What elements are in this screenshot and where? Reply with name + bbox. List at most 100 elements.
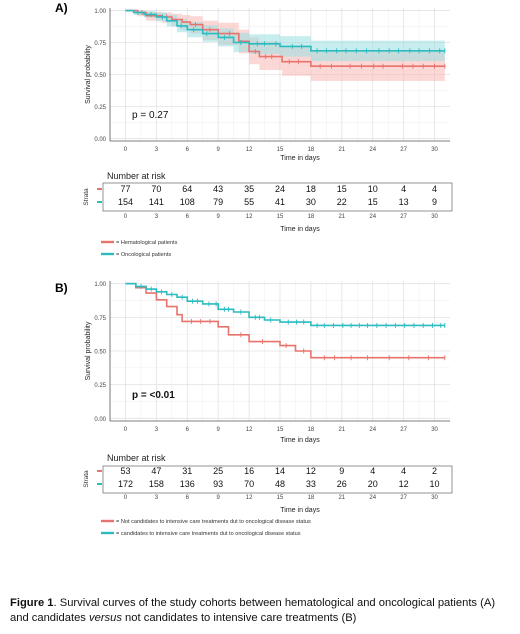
panel-a-xtick-label: 30: [431, 147, 438, 153]
panel-a-risk-xtick-label: 15: [277, 214, 284, 220]
panel-b-risk-xtick-label: 24: [369, 495, 376, 501]
panel-b-risk-xtick-label: 27: [400, 495, 407, 501]
panel-b-risk-xtick-label: 30: [431, 495, 438, 501]
panel-a-risk-xtick-label: 21: [338, 214, 345, 220]
panel-b-risk-xtick-label: 21: [338, 495, 345, 501]
panel-a-risk-value: 22: [337, 197, 347, 207]
panel-b-p-value: p = <0.01: [132, 390, 175, 401]
panel-b-xtick-label: 0: [124, 427, 128, 433]
panel-b-risk-xtick-label: 9: [217, 495, 221, 501]
panel-a-risk-xtick-label: 3: [155, 214, 159, 220]
panel-a-risk-value: 79: [213, 197, 223, 207]
panel-b-xtick-label: 27: [400, 427, 407, 433]
panel-a-ytick-label: 0.25: [94, 105, 106, 111]
panel-a-risk-value: 24: [275, 184, 285, 194]
panel-b-risk-value: 33: [306, 479, 316, 489]
panel-a-risk-xtick-label: 9: [217, 214, 221, 220]
panel-a-risk-table-title: Number at risk: [107, 171, 166, 181]
panel-b-xtick-label: 12: [246, 427, 253, 433]
panel-a-risk-value: 30: [306, 197, 316, 207]
panel-a-risk-value: 108: [180, 197, 195, 207]
panel-a-risk-value: 43: [213, 184, 223, 194]
caption-italic: versus: [89, 612, 122, 624]
panel-a-xtick-label: 21: [338, 147, 345, 153]
panel-a-xtick-label: 6: [186, 147, 190, 153]
caption-text-2: not candidates to intensive care treatme…: [121, 612, 357, 624]
panel-b-survival-curve-1: [125, 282, 445, 327]
panel-a-xtick-label: 27: [400, 147, 407, 153]
panel-b-risk-value: 12: [399, 479, 409, 489]
panel-b-xtick-label: 21: [338, 427, 345, 433]
figure-caption: Figure 1. Survival curves of the study c…: [10, 596, 515, 626]
panel-b-risk-value: 14: [275, 466, 285, 476]
panel-b-risk-value: 31: [182, 466, 192, 476]
panel-b-xtick-label: 30: [431, 427, 438, 433]
panel-b-xtick-label: 15: [277, 427, 284, 433]
panel-b-risk-value: 12: [306, 466, 316, 476]
panel-a-risk-xtick-label: 0: [124, 214, 128, 220]
panel-b-risk-table-title: Number at risk: [107, 453, 166, 463]
panel-a-p-value: p = 0.27: [132, 110, 169, 121]
panel-b-xtick-label: 3: [155, 427, 159, 433]
panel-b-risk-value: 48: [275, 479, 285, 489]
panel-b-risk-value: 26: [337, 479, 347, 489]
panel-b-risk-value: 16: [244, 466, 254, 476]
panel-b-ytick-label: 0.50: [94, 350, 106, 356]
panel-a-y-axis-title: Survival probability: [85, 45, 92, 104]
panel-a-risk-value: 15: [337, 184, 347, 194]
panel-b-risk-xtick-label: 18: [308, 495, 315, 501]
panel-a-risk-x-axis-title: Time in days: [280, 226, 320, 233]
panel-b-risk-x-axis-title: Time in days: [280, 507, 320, 514]
panel-a-label: A): [55, 1, 68, 15]
caption-text-1: . Survival curves of the study cohorts b…: [10, 597, 496, 624]
panel-a-ytick-label: 1.00: [94, 9, 106, 15]
panel-b-risk-value: 4: [401, 466, 406, 476]
panel-a-risk-xtick-label: 12: [246, 214, 253, 220]
panel-b-label: B): [55, 281, 68, 295]
panel-a-xtick-label: 12: [246, 147, 253, 153]
panel-a-risk-value: 35: [244, 184, 254, 194]
panel-b-risk-xtick-label: 12: [246, 495, 253, 501]
panel-a-risk-value: 4: [401, 184, 406, 194]
panel-b-risk-value: 20: [368, 479, 378, 489]
panel-b-xtick-label: 6: [186, 427, 190, 433]
panel-a-risk-value: 70: [151, 184, 161, 194]
panel-a-risk-value: 141: [149, 197, 164, 207]
panel-a-risk-value: 4: [432, 184, 437, 194]
panel-a-risk-table-strata-label: Strata: [83, 188, 90, 206]
panel-a-risk-value: 64: [182, 184, 192, 194]
panel-a-risk-table-box: [102, 182, 453, 212]
panel-a-survival-curve-0: [125, 9, 445, 67]
panel-a-ytick-label: 0.00: [94, 137, 106, 143]
panel-a-xtick-label: 3: [155, 147, 159, 153]
panel-b-xtick-label: 18: [308, 427, 315, 433]
panel-b-survival-curve-0: [125, 282, 445, 359]
panel-a-legend-label-0: = Hematological patients: [116, 240, 178, 246]
panel-a-risk-value: 15: [368, 197, 378, 207]
panel-a-risk-value: 18: [306, 184, 316, 194]
panel-a-risk-value: 154: [118, 197, 133, 207]
panel-a-ytick-label: 0.50: [94, 73, 106, 79]
panel-a-survival-curve-1: [125, 9, 445, 52]
panel-b-risk-value: 9: [339, 466, 344, 476]
panel-a-legend-label-1: = Oncological patients: [116, 252, 171, 258]
panel-a-xtick-label: 18: [308, 147, 315, 153]
panel-a-xtick-label: 0: [124, 147, 128, 153]
panel-b-ytick-label: 1.00: [94, 282, 106, 288]
panel-a-risk-xtick-label: 27: [400, 214, 407, 220]
panel-b-risk-value: 4: [370, 466, 375, 476]
panel-b-risk-value: 2: [432, 466, 437, 476]
panel-b-risk-value: 10: [430, 479, 440, 489]
panel-b-legend-label-1: = candidates to intensive care treatment…: [116, 531, 301, 537]
panel-a-risk-value: 41: [275, 197, 285, 207]
panel-b-ytick-label: 0.00: [94, 417, 106, 423]
panel-a-xtick-label: 24: [369, 147, 376, 153]
panel-a-risk-xtick-label: 30: [431, 214, 438, 220]
panel-b-y-axis-title: Survival probability: [85, 321, 92, 380]
panel-b-xtick-label: 9: [217, 427, 221, 433]
panel-a-risk-xtick-label: 6: [186, 214, 190, 220]
panel-b-risk-value: 172: [118, 479, 133, 489]
panel-b-risk-value: 136: [180, 479, 195, 489]
panel-a-risk-xtick-label: 18: [308, 214, 315, 220]
